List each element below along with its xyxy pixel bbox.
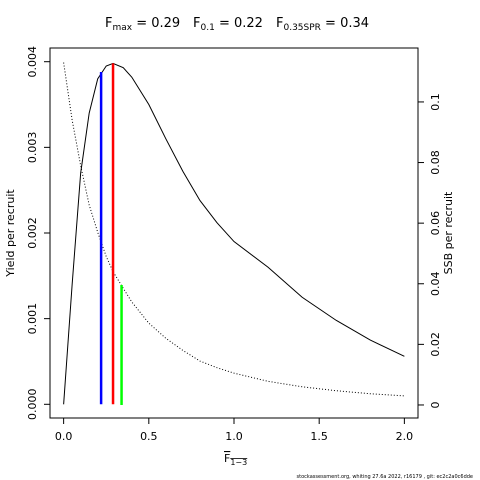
curve bbox=[63, 62, 405, 405]
x-label-subscript: 1−3 bbox=[230, 458, 247, 467]
y2-axis-label: SSB per recruit bbox=[442, 191, 455, 274]
title-subscript: max bbox=[112, 23, 132, 33]
title-part: F0.35SPR = 0.34 bbox=[276, 16, 369, 33]
x-tick-label: 0.0 bbox=[55, 430, 73, 443]
x-tick-label: 1.0 bbox=[225, 430, 243, 443]
title-symbol: F bbox=[193, 16, 200, 31]
title-value: = 0.29 bbox=[132, 16, 180, 31]
title-value: = 0.22 bbox=[215, 16, 263, 31]
x-axis-label: F1−3 bbox=[224, 452, 247, 467]
footer: stockassessment.org, whiting 27.6a 2022,… bbox=[297, 474, 473, 480]
title-symbol: F bbox=[276, 16, 283, 31]
x-tick-label: 0.5 bbox=[140, 430, 158, 443]
title-value: = 0.34 bbox=[321, 16, 369, 31]
y2-tick-label: 0 bbox=[429, 401, 442, 408]
y-tick-label: 0.001 bbox=[26, 303, 39, 335]
y-tick-label: 0.003 bbox=[26, 132, 39, 164]
y2-tick-label: 0.04 bbox=[429, 272, 442, 297]
curve bbox=[63, 62, 405, 397]
y-tick-label: 0.002 bbox=[26, 217, 39, 249]
y-tick-label: 0.004 bbox=[26, 46, 39, 78]
y2-tick-label: 0.02 bbox=[429, 332, 442, 357]
title-symbol: F bbox=[105, 16, 112, 31]
title-subscript: 0.35SPR bbox=[283, 23, 320, 33]
title-subscript: 0.1 bbox=[200, 23, 214, 33]
title-part: Fmax = 0.29 bbox=[105, 16, 180, 33]
plot-frame bbox=[49, 47, 419, 419]
y-tick-label: 0.000 bbox=[26, 389, 39, 421]
y-axis-label: Yield per recruit bbox=[4, 189, 17, 278]
x-label-symbol: F bbox=[224, 452, 230, 465]
y2-tick-label: 0.1 bbox=[429, 93, 442, 111]
y2-tick-label: 0.08 bbox=[429, 150, 442, 175]
x-tick-label: 2.0 bbox=[396, 430, 414, 443]
x-tick-label: 1.5 bbox=[310, 430, 328, 443]
title-part: F0.1 = 0.22 bbox=[193, 16, 263, 33]
y2-tick-label: 0.06 bbox=[429, 211, 442, 236]
